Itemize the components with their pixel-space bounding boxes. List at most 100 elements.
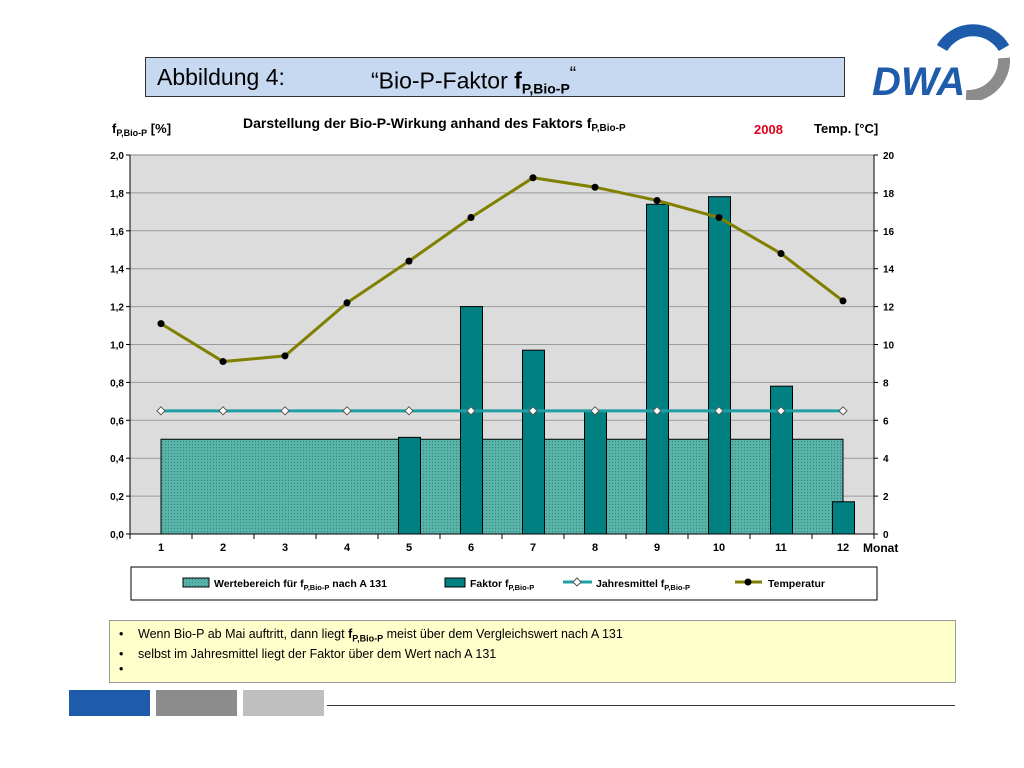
logo-arc-grey-icon [965,57,1010,100]
x-tick-label: 5 [406,542,412,554]
temperature-point [157,320,165,328]
y-right-tick-label: 6 [883,416,889,427]
chart-title: Darstellung der Bio-P-Wirkung anhand des… [243,115,626,134]
mean-point [342,406,352,416]
mean-point [404,406,414,416]
x-tick-label: 6 [468,542,474,554]
mean-point [528,406,538,416]
legend-label: Temperatur [768,578,825,590]
y-left-tick-label: 1,8 [110,189,124,200]
x-tick-label: 8 [592,542,598,554]
y-left-tick-label: 2,0 [110,151,124,162]
mean-point [590,406,600,416]
temperature-line [160,176,844,364]
mean-point [838,406,848,416]
x-tick-label: 7 [530,542,536,554]
legend-swatch-temp-marker [744,578,752,586]
x-tick-label: 2 [220,542,226,554]
y-left-tick-label: 1,4 [110,265,124,276]
bar [522,349,545,535]
y-right-axis-label: Temp. [°C] [814,121,878,136]
note-item-1: Wenn Bio-P ab Mai auftritt, dann liegt f… [119,627,955,647]
y-left-tick-label: 1,6 [110,227,124,238]
y-right-tick-label: 10 [883,341,895,352]
dwa-logo: DWA [872,24,1010,100]
logo-arc-blue-icon [936,24,1010,52]
footer-divider [327,705,955,706]
y-right-tick-label: 20 [883,151,895,162]
temperature-point [529,174,537,182]
mean-point [218,406,228,416]
temperature-point [343,299,351,307]
footer-bar-blue [69,690,150,716]
y-left-tick-label: 0,0 [110,530,124,541]
y-left-tick-label: 1,2 [110,303,124,314]
x-tick-label: 3 [282,542,288,554]
figure-title-close: “ [569,64,577,85]
x-tick-label: 11 [775,542,787,554]
y-left-tick-label: 0,4 [110,454,124,465]
y-left-tick-label: 0,2 [110,492,124,503]
temperature-point [219,358,227,366]
legend-label: Wertebereich für fP,Bio-P nach A 131 [214,578,387,592]
legend-label: Faktor fP,Bio-P [470,578,534,592]
figure-label: Abbildung 4: [157,64,285,90]
band-area [160,438,844,535]
bar [460,306,483,535]
mean-point [714,406,724,416]
chart-year: 2008 [754,122,783,137]
bar [708,196,731,535]
bar [646,203,669,535]
y-right-tick-label: 2 [883,492,889,503]
temperature-point [839,297,847,305]
notes-box: Wenn Bio-P ab Mai auftritt, dann liegt f… [109,620,956,683]
notes-list: Wenn Bio-P ab Mai auftritt, dann liegt f… [110,627,955,677]
footer-bar-lightgrey [243,690,324,716]
bar [832,501,855,535]
mean-point [776,406,786,416]
x-tick-label: 4 [344,542,351,554]
legend-swatch-band [182,577,210,588]
bar [584,410,607,535]
temperature-point [591,183,599,191]
y-right-tick-label: 16 [883,227,895,238]
x-tick-label: 1 [158,542,164,554]
figure-title-open: “Bio-P-Faktor [371,67,515,94]
y-right-tick-label: 12 [883,303,895,314]
temperature-point [281,352,289,360]
temperature-point [405,257,413,265]
logo-text: DWA [872,60,965,100]
figure-title-sub: P,Bio-P [521,80,570,97]
temperature-point [777,250,785,258]
x-axis-label: Monat [863,541,898,555]
y-right-tick-label: 18 [883,189,895,200]
y-right-tick-label: 4 [883,454,889,465]
mean-point [156,406,166,416]
legend-swatch-mean-marker [572,577,582,587]
figure-title-box: Abbildung 4: “Bio-P-Faktor fP,Bio-P“ [145,57,845,97]
figure-title: “Bio-P-Faktor fP,Bio-P“ [371,64,576,97]
y-left-tick-label: 0,6 [110,416,124,427]
temperature-point [653,196,661,204]
y-right-tick-label: 14 [883,265,895,276]
footer-bar-grey [156,690,237,716]
figure-title-main: f [514,67,522,94]
y-left-axis-label: fP,Bio-P [%] [112,121,171,138]
note-item-2: selbst im Jahresmittel liegt der Faktor … [119,647,955,662]
y-left-tick-label: 0,8 [110,378,124,389]
bar [398,436,421,535]
temperature-point [467,214,475,222]
y-right-tick-label: 0 [883,530,889,541]
y-left-tick-label: 1,0 [110,341,124,352]
mean-point [466,406,476,416]
bio-p-chart: fP,Bio-P [%] Darstellung der Bio-P-Wirku… [110,115,898,601]
x-tick-label: 9 [654,542,660,554]
y-right-tick-label: 8 [883,378,889,389]
temperature-point [715,214,723,222]
legend-label: Jahresmittel fP,Bio-P [596,578,690,592]
x-tick-label: 12 [837,542,849,554]
legend-swatch-bar [444,577,466,588]
x-tick-label: 10 [713,542,725,554]
mean-point [652,406,662,416]
mean-point [280,406,290,416]
